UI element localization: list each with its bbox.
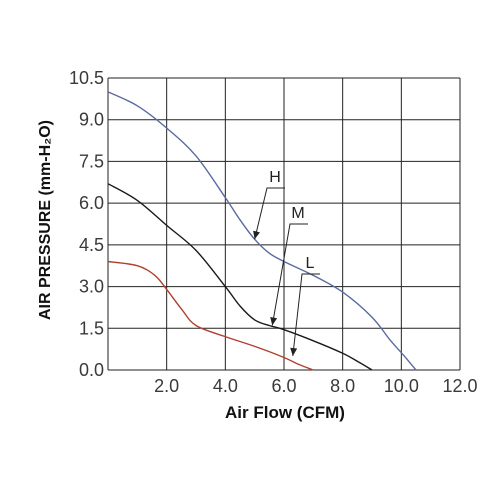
- series-line-h: [107, 91, 417, 371]
- y-tick-label: 4.5: [79, 235, 104, 255]
- x-tick-label: 12.0: [442, 376, 477, 396]
- callout-label-h: H: [269, 169, 281, 186]
- x-tick-label: 8.0: [330, 376, 355, 396]
- grid-lines: [107, 77, 461, 371]
- series-line-l: [107, 260, 314, 371]
- callout-arrowhead-l: [290, 347, 298, 357]
- y-tick-label: 7.5: [79, 151, 104, 171]
- y-tick-label: 0.0: [79, 360, 104, 380]
- x-tick-label: 10.0: [384, 376, 419, 396]
- y-tick-label: 6.0: [79, 193, 104, 213]
- callout-leader-h: [254, 187, 285, 240]
- x-tick-labels: 2.0 4.0 6.0 8.0 10.0 12.0: [154, 376, 477, 396]
- y-tick-label: 9.0: [79, 110, 104, 130]
- series-curves: [107, 91, 417, 371]
- x-tick-label: 2.0: [154, 376, 179, 396]
- callout-label-l: L: [306, 255, 315, 272]
- y-tick-label: 10.5: [69, 68, 104, 88]
- x-axis-title: Air Flow (CFM): [225, 403, 345, 422]
- x-tick-label: 6.0: [271, 376, 296, 396]
- callout-arrowhead-m: [270, 317, 278, 326]
- series-callouts: H M L: [253, 169, 320, 357]
- callout-label-m: M: [291, 205, 304, 222]
- y-tick-labels: 0.0 1.5 3.0 4.5 6.0 7.5 9.0 10.5: [69, 68, 104, 380]
- series-line-m: [107, 183, 373, 371]
- callout-arrowhead-h: [253, 230, 260, 240]
- callout-leader-m: [271, 223, 308, 326]
- x-tick-label: 4.0: [213, 376, 238, 396]
- callout-leader-l: [292, 273, 320, 357]
- y-tick-label: 1.5: [79, 318, 104, 338]
- y-tick-label: 3.0: [79, 277, 104, 297]
- y-axis-title: AIR PRESSURE (mm-H₂O): [37, 120, 54, 320]
